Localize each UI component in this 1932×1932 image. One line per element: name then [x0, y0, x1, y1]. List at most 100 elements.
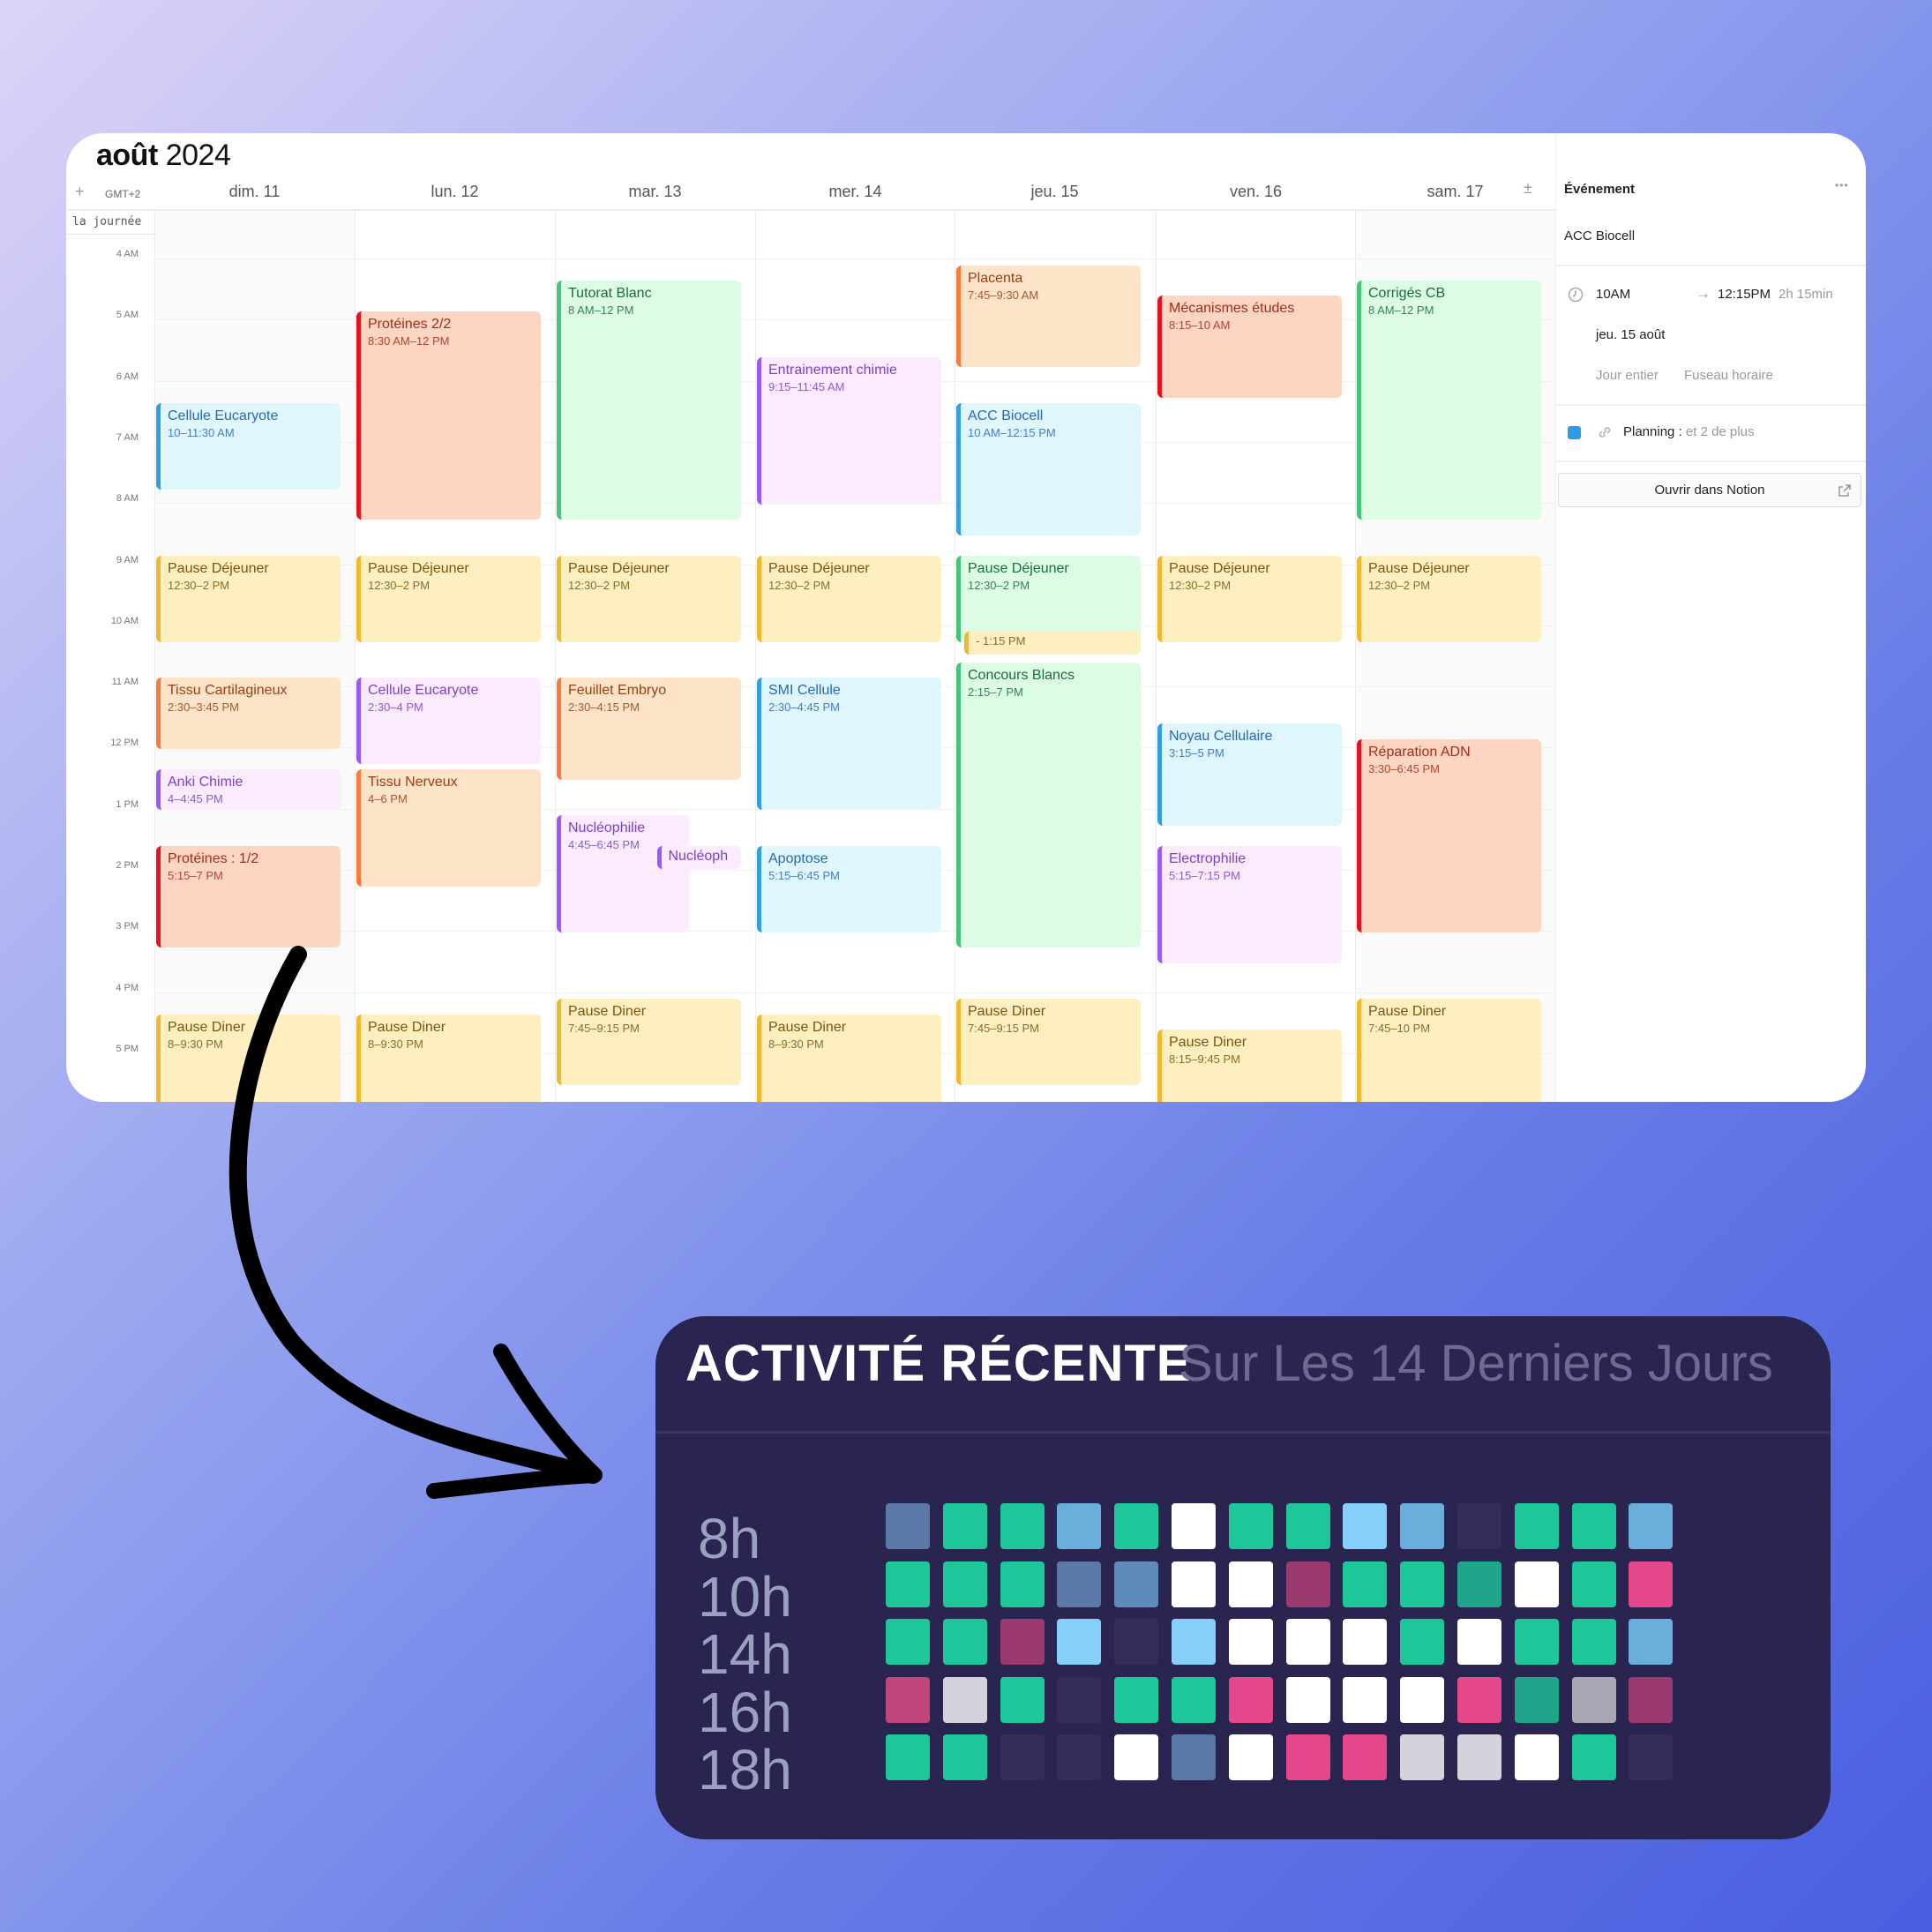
calendar-event[interactable]: Anki Chimie 4–4:45 PM — [156, 769, 341, 811]
day-header[interactable]: dim. 11 — [228, 183, 281, 200]
calendar-event[interactable]: Tissu Cartilagineux 2:30–3:45 PM — [156, 678, 341, 750]
calendar-event[interactable]: Protéines : 1/2 5:15–7 PM — [156, 846, 341, 948]
day-column[interactable] — [555, 211, 755, 1102]
activity-cell — [1172, 1734, 1216, 1780]
calendar-event[interactable]: Mécanismes études 8:15–10 AM — [1157, 296, 1342, 398]
calendar-event[interactable]: Pause Diner 7:45–9:15 PM — [956, 999, 1141, 1086]
event-time: 12:30–2 PM — [568, 578, 631, 592]
calendar-event[interactable]: Pause Déjeuner 12:30–2 PM — [156, 555, 341, 642]
calendar-event[interactable]: Nucléophilie 4:45–6:45 PM — [557, 815, 689, 932]
activity-cell — [1000, 1503, 1045, 1549]
calendar-event[interactable]: Noyau Cellulaire 3:15–5 PM — [1157, 723, 1342, 826]
external-link-icon — [1838, 484, 1851, 497]
hour-row-label: 14h — [698, 1622, 792, 1686]
year-label: 2024 — [165, 139, 231, 172]
calendar-event[interactable]: Placenta 7:45–9:30 AM — [956, 265, 1141, 367]
duration: 2h 15min — [1778, 287, 1833, 302]
event-title: Concours Blancs — [968, 668, 1075, 684]
hour-label: 3 PM — [116, 921, 139, 932]
calendar-event[interactable]: Cellule Eucaryote 2:30–4 PM — [356, 678, 541, 765]
activity-cell — [942, 1734, 987, 1780]
calendar-event[interactable]: Pause Déjeuner 12:30–2 PM — [557, 555, 741, 642]
timezone-toggle[interactable]: Fuseau horaire — [1684, 368, 1773, 383]
divider — [1556, 265, 1866, 266]
event-time: 7:45–9:15 PM — [968, 1022, 1039, 1036]
calendar-event[interactable]: - 1:15 PM — [964, 632, 1141, 655]
calendar-event[interactable]: Protéines 2/2 8:30 AM–12 PM — [356, 311, 541, 520]
event-title: Corrigés CB — [1368, 286, 1446, 301]
calendar-event[interactable]: Pause Diner 8–9:30 PM — [757, 1014, 941, 1102]
activity-cell — [1629, 1619, 1674, 1665]
divider — [1556, 404, 1866, 406]
hour-label: 5 AM — [116, 310, 139, 321]
more-options-icon[interactable]: ••• — [1835, 179, 1849, 191]
calendar-event[interactable]: Pause Déjeuner 12:30–2 PM — [356, 555, 541, 642]
day-column[interactable] — [355, 211, 555, 1102]
calendar-event[interactable]: Electrophilie 5:15–7:15 PM — [1157, 846, 1342, 963]
all-day-label: la journée — [72, 215, 142, 228]
event-date[interactable]: jeu. 15 août — [1596, 327, 1666, 342]
calendar-event[interactable]: Pause Diner 7:45–10 PM — [1357, 999, 1541, 1102]
calendar-event[interactable]: Tutorat Blanc 8 AM–12 PM — [557, 281, 741, 520]
day-column[interactable] — [1156, 211, 1356, 1102]
calendar-event[interactable]: Pause Diner 8–9:30 PM — [156, 1014, 341, 1102]
calendar-event[interactable]: Nucléoph — [656, 846, 741, 870]
activity-cell — [1000, 1734, 1045, 1780]
day-header[interactable]: jeu. 15 — [1030, 183, 1079, 200]
day-header[interactable]: lun. 12 — [431, 183, 479, 200]
calendar-event[interactable]: ACC Biocell 10 AM–12:15 PM — [956, 402, 1141, 535]
event-title: Pause Diner — [1169, 1034, 1247, 1050]
activity-cell — [1172, 1676, 1216, 1723]
activity-cell — [1457, 1734, 1501, 1780]
all-day-toggle[interactable]: Jour entier — [1596, 368, 1659, 383]
activity-cell — [1629, 1734, 1674, 1780]
calendar-event[interactable]: Apoptose 5:15–6:45 PM — [757, 846, 941, 932]
property-planning[interactable]: Planning : et 2 de plus — [1623, 424, 1754, 439]
day-column[interactable] — [154, 211, 355, 1102]
arrow-right-icon: → — [1696, 285, 1711, 302]
calendar-event[interactable]: Pause Déjeuner 12:30–2 PM — [956, 555, 1141, 642]
day-header[interactable]: mer. 14 — [828, 183, 882, 200]
add-event-button[interactable]: + — [75, 183, 85, 200]
event-time: 8:30 AM–12 PM — [368, 333, 450, 348]
header-divider — [66, 209, 1555, 211]
event-title: Pause Diner — [768, 1019, 847, 1035]
event-time: 10 AM–12:15 PM — [968, 425, 1056, 439]
calendar-event[interactable]: Concours Blancs 2:15–7 PM — [956, 663, 1141, 948]
all-day-divider — [66, 234, 154, 235]
calendar-event[interactable]: Pause Diner 8–9:30 PM — [356, 1014, 541, 1102]
hour-label: 4 PM — [116, 982, 139, 993]
calendar-event[interactable]: Pause Diner 7:45–9:15 PM — [557, 999, 741, 1086]
day-header[interactable]: sam. 17 — [1427, 183, 1484, 200]
event-time: 12:30–2 PM — [968, 578, 1030, 592]
expand-button[interactable]: ± — [1524, 179, 1532, 197]
activity-cell — [886, 1734, 930, 1780]
activity-cell — [1514, 1676, 1559, 1723]
start-time[interactable]: 10AM — [1596, 287, 1631, 302]
day-column[interactable] — [755, 211, 955, 1102]
calendar-event[interactable]: Corrigés CB 8 AM–12 PM — [1357, 281, 1541, 520]
activity-cell — [1057, 1734, 1102, 1780]
calendar-event[interactable]: Tissu Nerveux 4–6 PM — [356, 769, 541, 887]
activity-cell — [1571, 1676, 1616, 1723]
day-header[interactable]: mar. 13 — [628, 183, 682, 200]
event-title: Cellule Eucaryote — [168, 408, 279, 423]
calendar-event[interactable]: Entrainement chimie 9:15–11:45 AM — [757, 356, 941, 505]
calendar-event[interactable]: Réparation ADN 3:30–6:45 PM — [1357, 738, 1541, 932]
end-time[interactable]: 12:15PM — [1718, 287, 1771, 302]
day-column[interactable] — [955, 211, 1155, 1102]
event-title: Noyau Cellulaire — [1169, 729, 1273, 745]
open-in-notion-button[interactable]: Ouvrir dans Notion — [1558, 473, 1861, 507]
calendar-event[interactable]: Pause Déjeuner 12:30–2 PM — [1157, 555, 1342, 642]
calendar-event[interactable]: Pause Diner 8:15–9:45 PM — [1157, 1029, 1342, 1102]
event-title-field[interactable]: ACC Biocell — [1564, 228, 1636, 243]
calendar-event[interactable]: Cellule Eucaryote 10–11:30 AM — [156, 402, 341, 490]
event-time: 2:30–3:45 PM — [168, 700, 239, 715]
calendar-event[interactable]: Pause Déjeuner 12:30–2 PM — [757, 555, 941, 642]
calendar-event[interactable]: SMI Cellule 2:30–4:45 PM — [757, 678, 941, 811]
activity-cell — [1571, 1561, 1616, 1607]
calendar-event[interactable]: Pause Déjeuner 12:30–2 PM — [1357, 555, 1541, 642]
calendar-event[interactable]: Feuillet Embryo 2:30–4:15 PM — [557, 678, 741, 780]
day-header[interactable]: ven. 16 — [1229, 183, 1283, 200]
property-label: Planning : — [1623, 424, 1682, 439]
